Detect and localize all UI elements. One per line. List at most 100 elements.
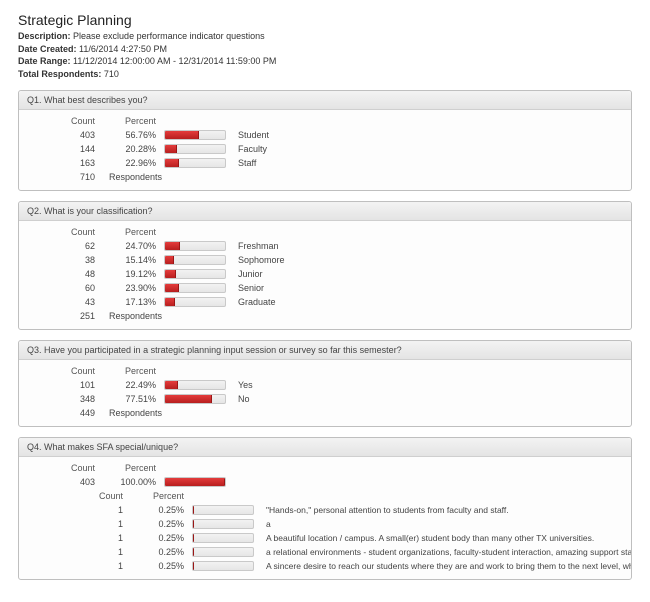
percent-cell: 23.90%: [109, 283, 164, 293]
percent-bar: [164, 255, 226, 265]
percent-header: Percent: [137, 491, 192, 501]
data-row: 10122.49% Yes: [19, 378, 631, 392]
count-cell: 1: [59, 519, 137, 529]
count-cell: 403: [19, 477, 109, 487]
percent-cell: 0.25%: [137, 505, 192, 515]
data-row: 4819.12% Junior: [19, 267, 631, 281]
percent-header: Percent: [109, 227, 164, 237]
count-cell: 163: [19, 158, 109, 168]
percent-bar: [164, 158, 226, 168]
label-cell: No: [234, 394, 631, 404]
percent-bar: [192, 561, 254, 571]
count-cell: 144: [19, 144, 109, 154]
percent-bar: [192, 505, 254, 515]
data-row: 16322.96%Staff: [19, 156, 631, 170]
question-block: Q4. What makes SFA special/unique?CountP…: [18, 437, 632, 580]
count-cell: 38: [19, 255, 109, 265]
respondents-row: 251Respondents: [19, 309, 631, 323]
description-label: Description:: [18, 31, 71, 41]
total-respondents-label: Total Respondents:: [18, 69, 101, 79]
question-title: Q4. What makes SFA special/unique?: [19, 438, 631, 457]
respondents-count: 251: [19, 311, 109, 321]
label-cell: A sincere desire to reach our students w…: [262, 561, 631, 571]
percent-cell: 24.70%: [109, 241, 164, 251]
label-cell: Student: [234, 130, 631, 140]
respondents-label: Respondents: [109, 172, 170, 182]
table-header-row: CountPercent: [19, 114, 631, 128]
table-header-row: CountPercent: [19, 461, 631, 475]
percent-bar: [164, 394, 226, 404]
percent-cell: 19.12%: [109, 269, 164, 279]
percent-cell: 0.25%: [137, 533, 192, 543]
percent-cell: 0.25%: [137, 561, 192, 571]
percent-bar: [192, 533, 254, 543]
count-cell: 43: [19, 297, 109, 307]
count-cell: 1: [59, 547, 137, 557]
label-cell: Freshman: [234, 241, 631, 251]
respondents-label: Respondents: [109, 408, 170, 418]
respondents-row: 449Respondents: [19, 406, 631, 420]
count-cell: 48: [19, 269, 109, 279]
data-row: 14420.28%Faculty: [19, 142, 631, 156]
description-value: Please exclude performance indicator que…: [73, 31, 265, 41]
percent-bar: [192, 519, 254, 529]
count-header: Count: [19, 463, 109, 473]
total-respondents-value: 710: [104, 69, 119, 79]
table-header-row: CountPercent: [59, 489, 631, 503]
percent-cell: 100.00%: [109, 477, 164, 487]
count-cell: 62: [19, 241, 109, 251]
count-header: Count: [19, 227, 109, 237]
label-cell: "Hands-on," personal attention to studen…: [262, 505, 631, 515]
percent-cell: 17.13%: [109, 297, 164, 307]
percent-header: Percent: [109, 116, 164, 126]
percent-bar: [164, 269, 226, 279]
count-cell: 1: [59, 533, 137, 543]
count-cell: 1: [59, 561, 137, 571]
percent-cell: 77.51%: [109, 394, 164, 404]
count-cell: 1: [59, 505, 137, 515]
percent-bar: [164, 283, 226, 293]
percent-header: Percent: [109, 463, 164, 473]
count-cell: 60: [19, 283, 109, 293]
report-header: Strategic Planning Description: Please e…: [18, 12, 632, 80]
data-row: 34877.51% No: [19, 392, 631, 406]
question-block: Q3. Have you participated in a strategic…: [18, 340, 632, 427]
data-row: 10.25% a: [59, 517, 631, 531]
count-header: Count: [19, 366, 109, 376]
label-cell: A beautiful location / campus. A small(e…: [262, 533, 631, 543]
percent-cell: 0.25%: [137, 519, 192, 529]
table-header-row: CountPercent: [19, 364, 631, 378]
label-cell: Yes: [234, 380, 631, 390]
data-row: 10.25% A sincere desire to reach our stud…: [59, 559, 631, 573]
label-cell: Graduate: [234, 297, 631, 307]
percent-cell: 0.25%: [137, 547, 192, 557]
count-cell: 101: [19, 380, 109, 390]
percent-bar: [164, 477, 226, 487]
label-cell: Senior: [234, 283, 631, 293]
percent-bar: [164, 380, 226, 390]
respondents-row: 710Respondents: [19, 170, 631, 184]
count-header: Count: [59, 491, 137, 501]
percent-bar: [164, 144, 226, 154]
date-range-label: Date Range:: [18, 56, 71, 66]
count-cell: 348: [19, 394, 109, 404]
percent-cell: 20.28%: [109, 144, 164, 154]
report-title: Strategic Planning: [18, 12, 632, 28]
percent-header: Percent: [109, 366, 164, 376]
percent-cell: 22.49%: [109, 380, 164, 390]
label-cell: Junior: [234, 269, 631, 279]
percent-bar: [164, 241, 226, 251]
data-row: 3815.14%Sophomore: [19, 253, 631, 267]
percent-bar: [164, 130, 226, 140]
date-range-value: 11/12/2014 12:00:00 AM - 12/31/2014 11:5…: [73, 56, 276, 66]
data-row: 403100.00%: [19, 475, 631, 489]
label-cell: a: [262, 519, 631, 529]
data-row: 10.25%a relational environments - studen…: [59, 545, 631, 559]
respondents-label: Respondents: [109, 311, 170, 321]
percent-cell: 22.96%: [109, 158, 164, 168]
count-cell: 403: [19, 130, 109, 140]
report-meta: Description: Please exclude performance …: [18, 30, 632, 80]
percent-bar: [192, 547, 254, 557]
count-header: Count: [19, 116, 109, 126]
question-title: Q2. What is your classification?: [19, 202, 631, 221]
